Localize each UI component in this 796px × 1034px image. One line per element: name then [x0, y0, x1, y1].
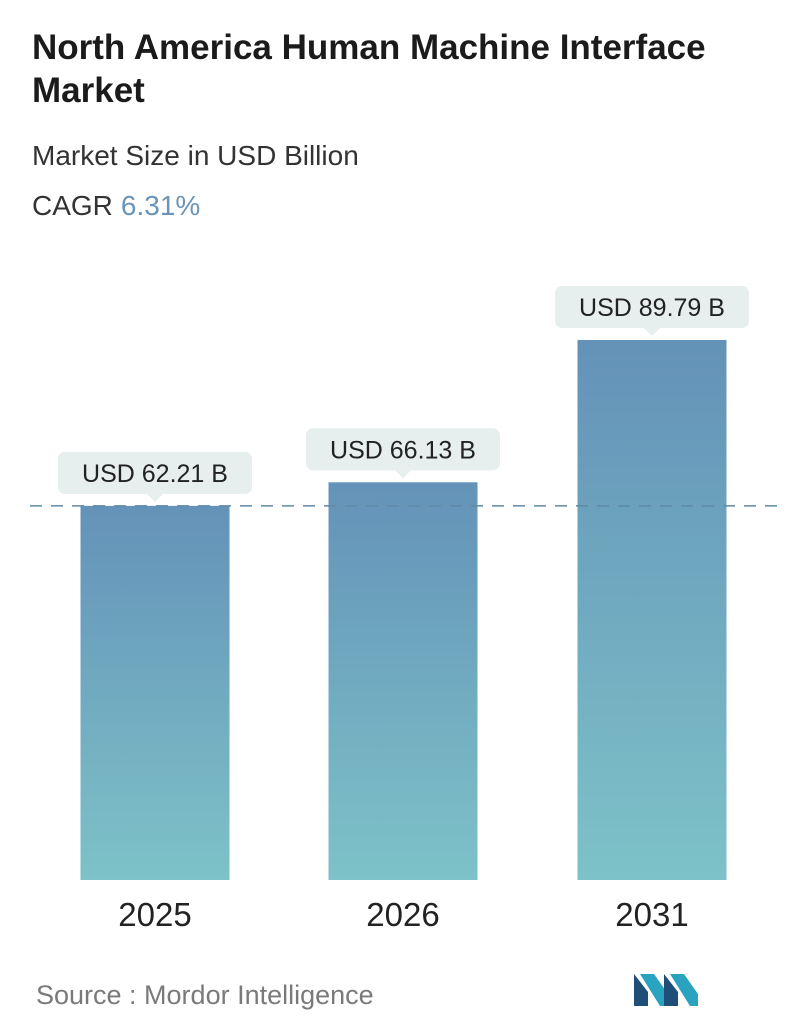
value-label-pointer [395, 470, 411, 479]
chart-title: North America Human Machine Interface Ma… [32, 28, 706, 110]
cagr-value: 6.31% [120, 190, 201, 221]
x-tick-label: 2025 [118, 896, 191, 933]
value-label-text: USD 66.13 B [330, 436, 476, 464]
bar-2026 [328, 482, 478, 880]
value-labels-group: USD 62.21 B USD 66.13 B USD 89.79 B [58, 286, 749, 502]
value-label-pointer [147, 493, 163, 502]
bar-2031 [577, 340, 727, 880]
value-label-background [306, 428, 500, 471]
mordor-intelligence-logo-icon [634, 974, 698, 1006]
cagr-label: CAGR [32, 190, 113, 221]
value-label-background [555, 286, 749, 328]
chart-subtitle: Market Size in USD Billion [32, 140, 359, 171]
value-label-2031: USD 89.79 B [555, 286, 749, 336]
value-label-2026: USD 66.13 B [306, 428, 500, 479]
value-label-text: USD 62.21 B [82, 460, 228, 488]
value-label-2025: USD 62.21 B [58, 451, 252, 502]
x-tick-label: 2026 [366, 896, 439, 933]
value-label-pointer [644, 328, 660, 336]
value-label-text: USD 89.79 B [579, 294, 725, 322]
bars-group [80, 340, 727, 880]
x-tick-label: 2031 [615, 896, 688, 933]
value-label-background [58, 451, 252, 494]
x-tick-labels-group: 2025 2026 2031 [118, 896, 688, 933]
source-text: Source : Mordor Intelligence [36, 980, 374, 1010]
cagr-row: CAGR 6.31% [32, 190, 200, 222]
bar-2025 [80, 505, 230, 880]
